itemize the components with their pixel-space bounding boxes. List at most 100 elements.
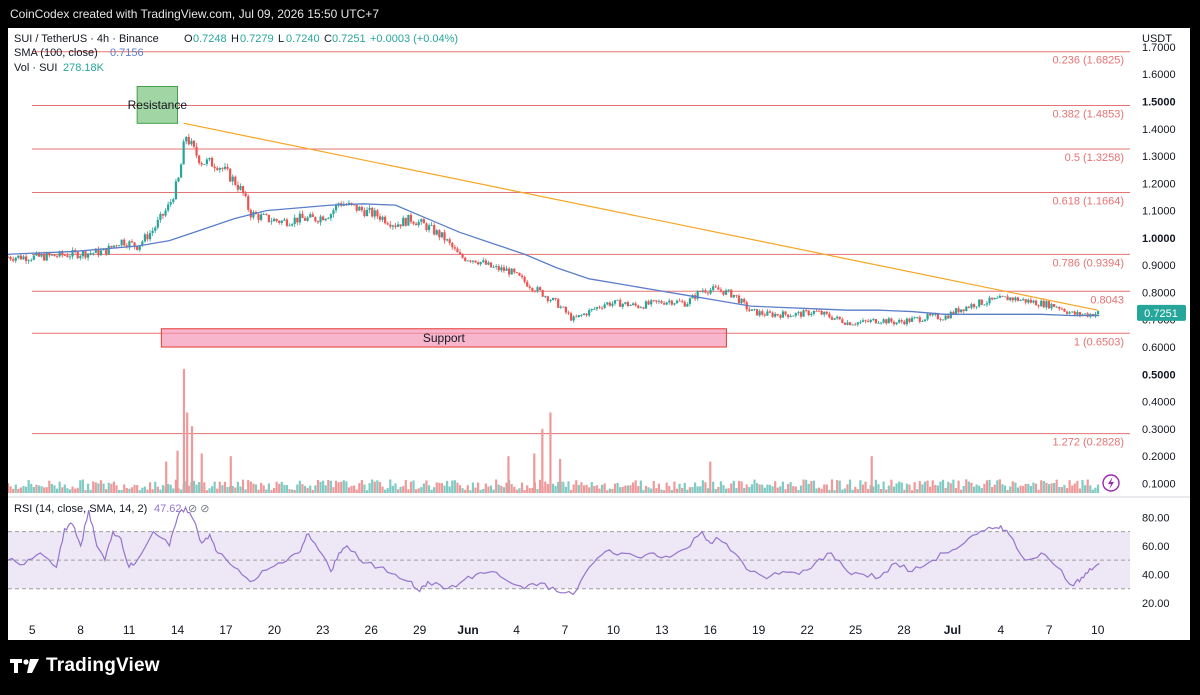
candle	[843, 322, 846, 325]
candle	[637, 305, 640, 308]
candle	[464, 257, 467, 261]
support-zone[interactable]	[160, 328, 727, 348]
volume-bar	[234, 487, 237, 493]
time-axis[interactable]: 5 8 11 14 17 20 23 26 29 Jun 4 7 10 13 16 19 22 25 28 Jul 4 7…	[29, 623, 1105, 637]
volume-bar	[89, 489, 92, 493]
volume-bar	[823, 484, 826, 493]
volume-bar	[174, 479, 177, 493]
trendline[interactable]	[183, 122, 1098, 311]
candle	[368, 207, 371, 210]
candle	[133, 242, 136, 247]
candle	[27, 260, 30, 262]
volume-bar	[898, 481, 901, 493]
candle	[704, 290, 707, 293]
candle	[887, 318, 890, 324]
rsi-legend-label[interactable]: RSI (14, close, SMA, 14, 2)	[14, 503, 147, 515]
candle	[484, 260, 487, 265]
candle	[262, 214, 265, 215]
candle	[572, 316, 575, 321]
candle	[1037, 305, 1040, 307]
volume-bar	[216, 488, 219, 493]
candle	[921, 321, 924, 322]
volume-bar	[567, 481, 570, 493]
volume-bar	[621, 486, 624, 493]
candle	[417, 221, 420, 226]
candle	[311, 214, 314, 217]
candle	[593, 308, 596, 310]
sma-legend-label[interactable]: SMA (100, close)	[14, 47, 98, 59]
candle	[724, 290, 728, 295]
volume-bar	[148, 482, 152, 493]
candle	[1040, 300, 1043, 307]
price-tick: 1.7000	[1142, 42, 1176, 54]
volume-spike	[559, 458, 562, 493]
volume-bar	[962, 485, 965, 493]
candle	[332, 210, 335, 215]
candle	[112, 245, 116, 248]
candle	[544, 296, 547, 298]
volume-spike	[182, 368, 186, 493]
fib-label: 0.236 (1.6825)	[1052, 55, 1124, 67]
resistance-zone[interactable]	[136, 85, 179, 124]
volume-bar	[784, 489, 787, 493]
volume-bar	[807, 483, 810, 493]
volume-legend-label[interactable]: Vol · SUI	[14, 62, 57, 74]
candle	[143, 234, 147, 242]
candle	[213, 166, 216, 169]
rsi-tick: 80.00	[1142, 512, 1170, 524]
volume-bar	[608, 488, 611, 493]
candle	[384, 216, 387, 224]
candle	[621, 303, 624, 307]
volume-bar	[758, 484, 761, 493]
volume-bar	[24, 486, 28, 493]
volume-bar	[949, 483, 952, 493]
volume-bar	[642, 489, 645, 493]
candle	[962, 309, 965, 312]
tradingview-logo[interactable]: TradingView	[10, 655, 160, 677]
candle	[293, 217, 296, 225]
volume-bar	[143, 486, 147, 493]
time-tick: 23	[316, 623, 330, 637]
volume-bar	[172, 488, 175, 493]
time-tick: 4	[998, 623, 1005, 637]
rsi-legend-value: 47.62	[154, 503, 182, 515]
candle	[797, 312, 800, 314]
price-tick: 0.2000	[1142, 451, 1176, 463]
volume-bar	[593, 485, 596, 493]
volume-bar	[1016, 487, 1020, 493]
candle	[608, 302, 611, 306]
volume-bar	[1040, 480, 1043, 493]
volume-bar	[27, 480, 30, 493]
volume-bar	[737, 480, 741, 493]
volume-bar	[582, 485, 586, 493]
volume-bar	[430, 489, 433, 493]
volume-bar	[585, 484, 588, 493]
volume-bar	[396, 489, 400, 493]
volume-bar	[1058, 486, 1061, 493]
tradingview-logo-icon	[10, 659, 39, 673]
candle	[526, 281, 529, 287]
price-chart[interactable]: 0.236 (1.6825) 0.382 (1.4853) 0.5 (1.3258)…	[8, 28, 1190, 640]
candle	[363, 210, 366, 217]
price-axis[interactable]: 1.7000 1.6000 1.5000 1.4000 1.3000 1.2000 1.10…	[8, 42, 1190, 610]
candle	[838, 316, 841, 320]
volume-bar	[1011, 481, 1014, 493]
alert-lightning-icon[interactable]	[1102, 474, 1120, 492]
chart-panel: 0.236 (1.6825) 0.382 (1.4853) 0.5 (1.3258)…	[8, 28, 1190, 640]
candle	[861, 320, 865, 322]
candle	[823, 311, 826, 315]
volume-bars	[8, 368, 1100, 493]
volume-spike	[533, 453, 536, 493]
volume-bar	[985, 480, 989, 493]
volume-bar	[629, 485, 632, 493]
candle	[1019, 299, 1022, 301]
candle	[471, 260, 475, 262]
rsi-settings-icon[interactable]: ⊘ ⊘	[188, 503, 210, 515]
candle	[854, 324, 857, 326]
volume-bar	[691, 487, 694, 493]
candle	[1003, 296, 1007, 298]
candle	[334, 204, 338, 211]
volume-bar	[761, 484, 764, 493]
volume-bar	[241, 479, 245, 493]
symbol-title[interactable]: SUI / TetherUS · 4h · Binance	[14, 33, 159, 45]
